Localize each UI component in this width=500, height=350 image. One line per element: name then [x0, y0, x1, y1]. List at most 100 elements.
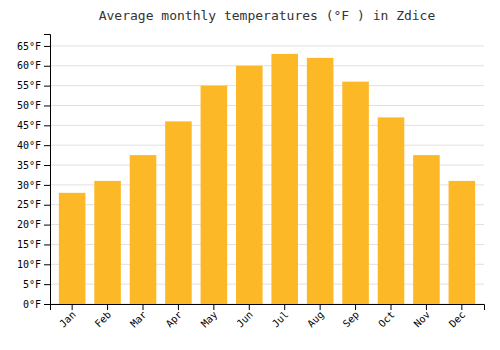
title: Average monthly temperatures (°F ) in Zd…	[99, 8, 436, 23]
x-tick: Dec	[447, 304, 468, 330]
grid-line	[50, 45, 484, 46]
y-tick-label: 50°F	[17, 100, 41, 111]
y-tick-mark	[44, 284, 50, 285]
bar	[413, 155, 440, 304]
grid-line	[50, 145, 484, 146]
y-tick: 0°F	[23, 299, 50, 310]
x-tick: Mar	[128, 304, 149, 330]
x-tick: Nov	[412, 304, 433, 330]
y-tick-mark	[44, 225, 50, 226]
x-tick-mark	[72, 304, 73, 310]
y-tick: 5°F	[23, 279, 50, 290]
y-tick: 10°F	[17, 259, 50, 270]
y-tick: 65°F	[17, 41, 50, 52]
y-tick-mark	[44, 105, 50, 106]
bar	[271, 54, 298, 304]
x-tick-label: Sep	[341, 309, 362, 330]
bar	[307, 58, 334, 304]
x-tick-mark	[426, 304, 427, 310]
x-tick: May	[199, 304, 220, 330]
y-tick-label: 10°F	[17, 259, 41, 270]
x-tick-label: Dec	[447, 309, 468, 330]
x-tick-mark	[355, 304, 356, 310]
grid-line	[50, 85, 484, 86]
y-tick-mark	[44, 205, 50, 206]
x-tick-label: Jul	[270, 309, 291, 330]
x-tick-mark	[249, 304, 250, 310]
x-tick-label: May	[199, 309, 220, 330]
bar	[378, 117, 405, 304]
y-tick: 30°F	[17, 180, 50, 191]
plot-area: 0°F 5°F 10°F 15°F 20°F 25°F 30°F 35°F 40°F 45°F 50…	[17, 35, 485, 330]
y-tick-mark	[44, 145, 50, 146]
x-tick-mark	[320, 304, 321, 310]
x-tick-label: Apr	[164, 309, 185, 330]
y-tick: 20°F	[17, 219, 50, 230]
grid	[50, 46, 484, 304]
x-tick-label: Nov	[412, 309, 433, 330]
grid-line	[50, 125, 484, 126]
bar	[130, 155, 157, 304]
y-axis: 0°F 5°F 10°F 15°F 20°F 25°F 30°F 35°F 40°F 45°F 50…	[17, 35, 51, 310]
bar	[342, 82, 369, 304]
y-tick: 25°F	[17, 199, 50, 210]
y-tick-label: 30°F	[17, 180, 41, 191]
y-tick-mark	[44, 125, 50, 126]
x-axis: Jan Feb Mar Apr May Jun Jul Aug Sep Oct Nov Dec	[51, 304, 485, 330]
x-tick-label: Feb	[93, 309, 114, 330]
bars	[59, 54, 475, 304]
y-tick: 45°F	[17, 120, 50, 131]
y-tick-label: 65°F	[17, 41, 41, 52]
y-tick-label: 60°F	[17, 60, 41, 71]
y-tick-label: 25°F	[17, 199, 41, 210]
bar	[59, 193, 86, 304]
bar	[236, 66, 263, 304]
y-tick-mark	[44, 304, 50, 305]
x-tick-mark	[143, 304, 144, 310]
x-tick: Feb	[93, 304, 114, 330]
x-axis-line	[51, 305, 485, 311]
y-tick-label: 20°F	[17, 219, 41, 230]
y-tick-label: 55°F	[17, 80, 41, 91]
x-tick-mark	[461, 304, 462, 310]
y-tick: 50°F	[17, 100, 50, 111]
x-tick-mark	[213, 304, 214, 310]
bar	[449, 181, 476, 304]
bar	[165, 121, 192, 304]
y-tick: 55°F	[17, 80, 50, 91]
x-tick: Jan	[57, 304, 78, 330]
y-tick: 40°F	[17, 140, 50, 151]
y-axis-line	[44, 35, 51, 305]
x-tick: Jul	[270, 304, 291, 330]
y-tick-mark	[44, 264, 50, 265]
x-tick-label: Oct	[376, 309, 397, 330]
y-tick-label: 0°F	[23, 299, 41, 310]
y-tick-mark	[44, 244, 50, 245]
grid-line	[50, 65, 484, 66]
y-tick-label: 15°F	[17, 239, 41, 250]
x-tick: Oct	[376, 304, 397, 330]
x-tick-label: Jan	[57, 309, 78, 330]
y-tick: 60°F	[17, 60, 50, 71]
y-tick-label: 45°F	[17, 120, 41, 131]
bar	[94, 181, 121, 304]
y-tick-mark	[44, 66, 50, 67]
y-tick-label: 35°F	[17, 160, 41, 171]
chart: 0°F 5°F 10°F 15°F 20°F 25°F 30°F 35°F 40°F 45°F 50…	[0, 0, 500, 350]
x-tick-mark	[284, 304, 285, 310]
y-tick: 35°F	[17, 160, 50, 171]
y-tick: 15°F	[17, 239, 50, 250]
x-tick-mark	[107, 304, 108, 310]
x-tick: Aug	[305, 304, 326, 330]
bar	[201, 86, 228, 304]
grid-line	[50, 105, 484, 106]
y-tick-mark	[44, 165, 50, 166]
x-tick-mark	[178, 304, 179, 310]
x-tick: Apr	[164, 304, 185, 330]
x-tick: Jun	[234, 304, 255, 330]
y-tick-label: 40°F	[17, 140, 41, 151]
y-tick-mark	[44, 46, 50, 47]
x-tick-mark	[391, 304, 392, 310]
x-tick-label: Jun	[234, 309, 255, 330]
y-tick-mark	[44, 185, 50, 186]
